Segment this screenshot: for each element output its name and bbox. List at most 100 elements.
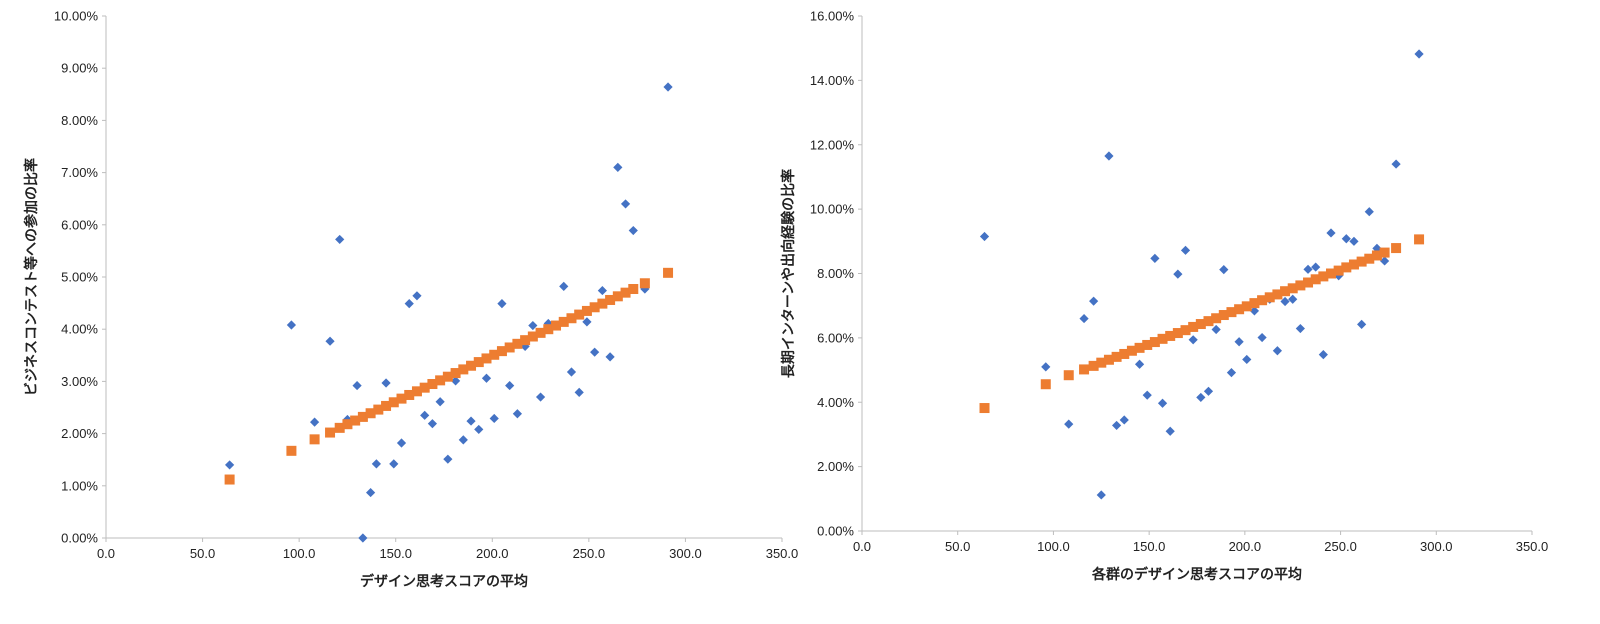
data-point-square [620, 287, 631, 298]
data-point-diamond [1089, 296, 1099, 306]
y-tick-label: 6.00% [817, 330, 854, 345]
data-point-diamond [520, 341, 530, 352]
data-point-diamond [371, 459, 381, 469]
data-point-square [1333, 265, 1344, 276]
data-point-diamond [1349, 236, 1359, 246]
data-point-square [1226, 307, 1237, 318]
data-point-square [224, 474, 235, 485]
data-point-diamond [1079, 313, 1089, 324]
y-tick-label: 14.00% [810, 73, 855, 88]
x-tick-label: 300.0 [1420, 539, 1453, 554]
data-point-diamond [1391, 159, 1401, 169]
data-point-diamond [435, 397, 445, 407]
data-point-diamond [1134, 359, 1145, 369]
data-point-square [1241, 301, 1252, 312]
data-point-diamond [352, 380, 362, 391]
y-axis-title: ビジネスコンテスト等への参加の比率 [23, 158, 40, 396]
data-point-square [411, 386, 422, 397]
data-point-square [1111, 351, 1122, 362]
data-point-diamond [590, 347, 600, 357]
data-point-square [334, 422, 345, 433]
y-tick-label: 12.00% [810, 137, 855, 152]
data-point-square [388, 397, 399, 408]
data-point-square [1303, 277, 1314, 288]
data-point-square [1295, 280, 1306, 291]
data-point-square [597, 298, 608, 309]
y-tick-label: 3.00% [61, 374, 98, 389]
series-1-square-points [979, 234, 1425, 414]
data-point-diamond [1196, 392, 1206, 403]
data-point-square [473, 357, 484, 368]
data-point-diamond [1165, 426, 1175, 436]
data-point-diamond [620, 199, 631, 209]
data-point-diamond [535, 392, 546, 402]
data-point-square [1318, 271, 1329, 282]
data-point-square [1126, 345, 1137, 356]
data-point-square [404, 389, 415, 400]
data-point-square [1211, 313, 1222, 324]
data-point-square [342, 419, 353, 430]
series-0-diamond-points [979, 49, 1424, 500]
chart-internship-experience: 0.00% 2.00% 4.00% 6.00% 8.00% 10.00% 12.00% 14.… [780, 9, 1548, 584]
data-point-diamond [1341, 234, 1351, 244]
data-point-square [1088, 360, 1099, 371]
data-point-square [286, 445, 297, 456]
data-point-square [1040, 379, 1051, 390]
data-point-square [543, 324, 554, 335]
data-point-diamond [404, 299, 414, 309]
x-tick-label: 150.0 [1133, 539, 1166, 554]
data-point-diamond [1357, 319, 1367, 329]
data-point-square [481, 353, 492, 364]
y-tick-label: 0.00% [61, 531, 98, 546]
data-point-square [551, 320, 562, 331]
data-point-square [419, 382, 430, 393]
data-point-square [458, 364, 469, 375]
data-point-diamond [1096, 490, 1106, 500]
data-point-square [396, 393, 407, 404]
data-point-diamond [559, 281, 569, 291]
y-tick-label: 8.00% [817, 266, 854, 281]
data-point-diamond [489, 413, 499, 424]
data-point-diamond [979, 231, 990, 242]
data-point-square [1119, 348, 1130, 359]
x-tick-label: 100.0 [283, 546, 316, 561]
data-point-square [628, 284, 639, 295]
data-point-diamond [582, 317, 592, 327]
data-point-diamond [1257, 332, 1267, 343]
data-point-square [663, 267, 674, 278]
data-point-diamond [420, 410, 430, 420]
data-point-diamond [1064, 419, 1074, 429]
data-point-square [1326, 268, 1336, 279]
x-tick-label: 0.0 [97, 546, 115, 561]
y-axis-title: 長期インターンや出向経験の比率 [780, 169, 797, 378]
data-point-diamond [443, 454, 453, 464]
data-point-diamond [1119, 415, 1129, 425]
x-tick-label: 50.0 [945, 539, 970, 554]
data-point-square [1203, 316, 1214, 327]
chart-contest-participation: 0.00% 1.00% 2.00% 3.00% 4.00% 5.00% 6.00% 7.00%… [23, 9, 798, 591]
data-point-square [1310, 274, 1321, 285]
x-tick-label: 100.0 [1037, 539, 1070, 554]
data-point-diamond [225, 460, 235, 470]
data-point-square [496, 346, 507, 357]
data-point-square [435, 375, 446, 386]
data-point-diamond [597, 285, 607, 296]
data-point-square [612, 291, 623, 302]
data-point-diamond [1180, 245, 1191, 255]
data-point-square [1356, 256, 1367, 267]
data-point-diamond [1203, 386, 1214, 396]
y-tick-label: 8.00% [61, 113, 98, 128]
data-point-diamond [427, 419, 438, 429]
data-point-diamond [1104, 151, 1114, 161]
data-point-diamond [1211, 324, 1221, 335]
series-1-square-points [224, 267, 674, 485]
data-point-square [1264, 292, 1275, 303]
data-point-diamond [1142, 390, 1152, 400]
data-point-square [527, 331, 538, 342]
data-point-square [381, 400, 392, 411]
y-tick-label: 2.00% [817, 459, 854, 474]
data-point-square [1391, 243, 1402, 254]
data-point-diamond [1188, 335, 1198, 345]
data-point-square [574, 309, 585, 320]
data-point-square [450, 368, 461, 379]
